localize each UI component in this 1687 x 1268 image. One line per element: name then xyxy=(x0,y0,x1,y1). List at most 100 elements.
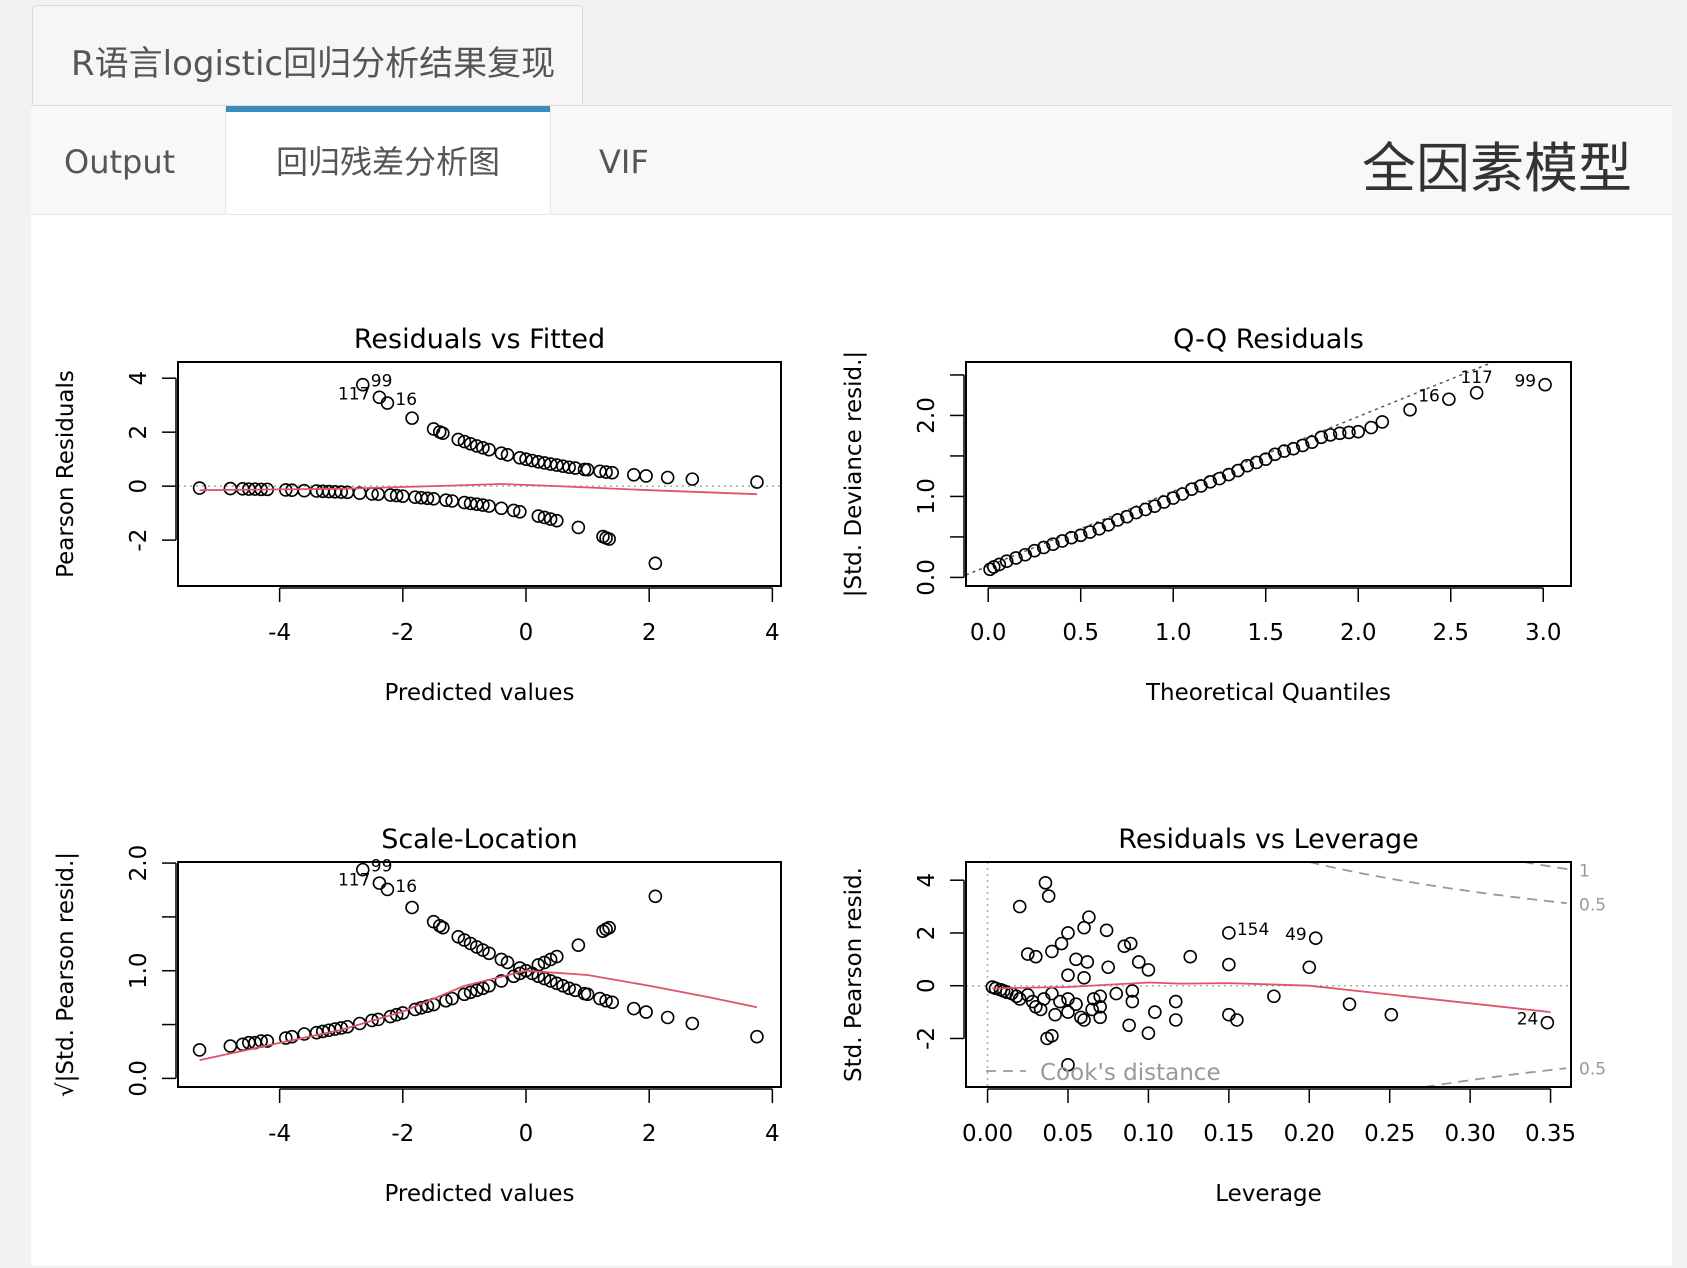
data-point xyxy=(1302,960,1317,975)
point-label: 99 xyxy=(371,857,393,877)
data-point xyxy=(463,985,478,1000)
plot-residuals-vs-fitted: Residuals vs Fitted Predicted values Pears… xyxy=(53,324,782,706)
data-point xyxy=(1203,475,1218,489)
data-point xyxy=(1101,960,1116,975)
plot-residuals-vs-leverage: Residuals vs Leverage Leverage Std. Pearso… xyxy=(841,824,1606,1207)
data-point xyxy=(1055,534,1070,548)
data-point xyxy=(506,503,521,518)
data-point xyxy=(1046,537,1060,552)
x-axis-label: Predicted values xyxy=(384,1181,574,1207)
data-point xyxy=(1045,944,1059,959)
point-label: 16 xyxy=(395,877,417,897)
y-tick-label: 0 xyxy=(126,479,152,494)
data-point xyxy=(1131,955,1146,969)
data-point xyxy=(439,993,453,1008)
data-point xyxy=(1166,491,1181,505)
data-point xyxy=(1375,415,1390,429)
tab-output[interactable]: Output xyxy=(64,143,176,181)
data-point xyxy=(1029,949,1043,964)
plot-title: Scale-Location xyxy=(381,824,578,855)
point-label: 117 xyxy=(1460,368,1492,388)
data-point xyxy=(1048,1007,1062,1022)
x-tick-label: 0.05 xyxy=(1042,1121,1093,1147)
data-point xyxy=(1183,949,1198,964)
data-point xyxy=(1240,458,1255,473)
data-point xyxy=(1267,989,1281,1004)
data-point xyxy=(1194,479,1208,493)
data-point xyxy=(1212,471,1227,486)
data-point xyxy=(1147,499,1162,513)
data-point xyxy=(1074,1010,1088,1025)
data-point xyxy=(537,510,552,525)
data-point xyxy=(1041,889,1056,903)
data-point xyxy=(648,889,663,904)
data-point xyxy=(1138,502,1153,517)
model-title: 全因素模型 xyxy=(1362,137,1632,200)
x-tick-label: 0 xyxy=(519,620,534,646)
plot-frame xyxy=(177,361,782,587)
data-point xyxy=(500,448,515,462)
x-tick-label: 0.5 xyxy=(1062,620,1099,646)
point-label: 16 xyxy=(1418,386,1440,406)
data-point xyxy=(476,981,490,996)
data-point xyxy=(1249,455,1264,470)
x-axis-label: Predicted values xyxy=(384,680,574,706)
data-point xyxy=(334,485,349,499)
y-tick-label: 2 xyxy=(126,425,152,440)
data-point xyxy=(750,475,764,489)
data-point xyxy=(1230,1013,1244,1027)
cooks-distance-contour xyxy=(1523,862,1570,871)
x-axis-label: Theoretical Quantiles xyxy=(1145,680,1391,706)
data-point xyxy=(285,1029,299,1044)
plot-area xyxy=(178,377,781,571)
plot-area xyxy=(966,862,1571,1087)
data-point xyxy=(1538,377,1552,392)
data-point xyxy=(494,446,509,461)
data-point xyxy=(365,1013,379,1028)
data-point xyxy=(405,900,419,915)
data-point xyxy=(436,920,450,935)
data-point xyxy=(992,557,1007,572)
app-title-tab[interactable]: R语言logistic回归分析结果复现 xyxy=(32,5,583,107)
data-point xyxy=(457,987,472,1002)
data-point xyxy=(457,434,472,449)
data-point xyxy=(1092,522,1107,536)
x-tick-label: 0.00 xyxy=(962,1121,1013,1147)
y-tick-label: 2 xyxy=(914,926,940,941)
data-point xyxy=(549,513,564,528)
data-point xyxy=(750,1029,764,1044)
plot-area xyxy=(966,362,1552,577)
data-point xyxy=(192,1043,207,1057)
data-point xyxy=(1093,1010,1107,1025)
data-point xyxy=(571,520,586,535)
data-point xyxy=(476,441,490,455)
x-tick-label: -4 xyxy=(268,1121,291,1147)
tab-vif[interactable]: VIF xyxy=(599,143,649,181)
y-tick-label: 1.0 xyxy=(914,478,940,515)
data-point xyxy=(1168,994,1183,1009)
data-point xyxy=(1157,495,1171,509)
data-point xyxy=(372,876,387,890)
data-point xyxy=(639,469,653,483)
data-point xyxy=(537,955,552,970)
data-point xyxy=(420,999,435,1013)
plot-q-q-residuals: Q-Q Residuals Theoretical Quantiles |Std. … xyxy=(841,324,1572,706)
data-point xyxy=(993,982,1008,997)
data-point xyxy=(1141,963,1156,977)
data-point xyxy=(355,377,370,392)
plot-frame xyxy=(965,361,1572,587)
data-point xyxy=(1036,540,1051,555)
data-point xyxy=(1222,957,1236,972)
data-point xyxy=(543,952,558,967)
data-point xyxy=(192,481,207,495)
data-point xyxy=(602,920,616,935)
tab-residual-plots[interactable]: 回归残差分析图 xyxy=(225,106,551,214)
point-label: 16 xyxy=(395,390,417,410)
data-point xyxy=(1109,986,1124,1001)
cooks-level-label: 0.5 xyxy=(1579,1060,1606,1080)
y-tick-label: 2.0 xyxy=(126,845,152,882)
data-point xyxy=(482,946,496,961)
data-point xyxy=(1125,984,1140,998)
y-axis-label: √|Std. Pearson resid.| xyxy=(53,852,79,1097)
